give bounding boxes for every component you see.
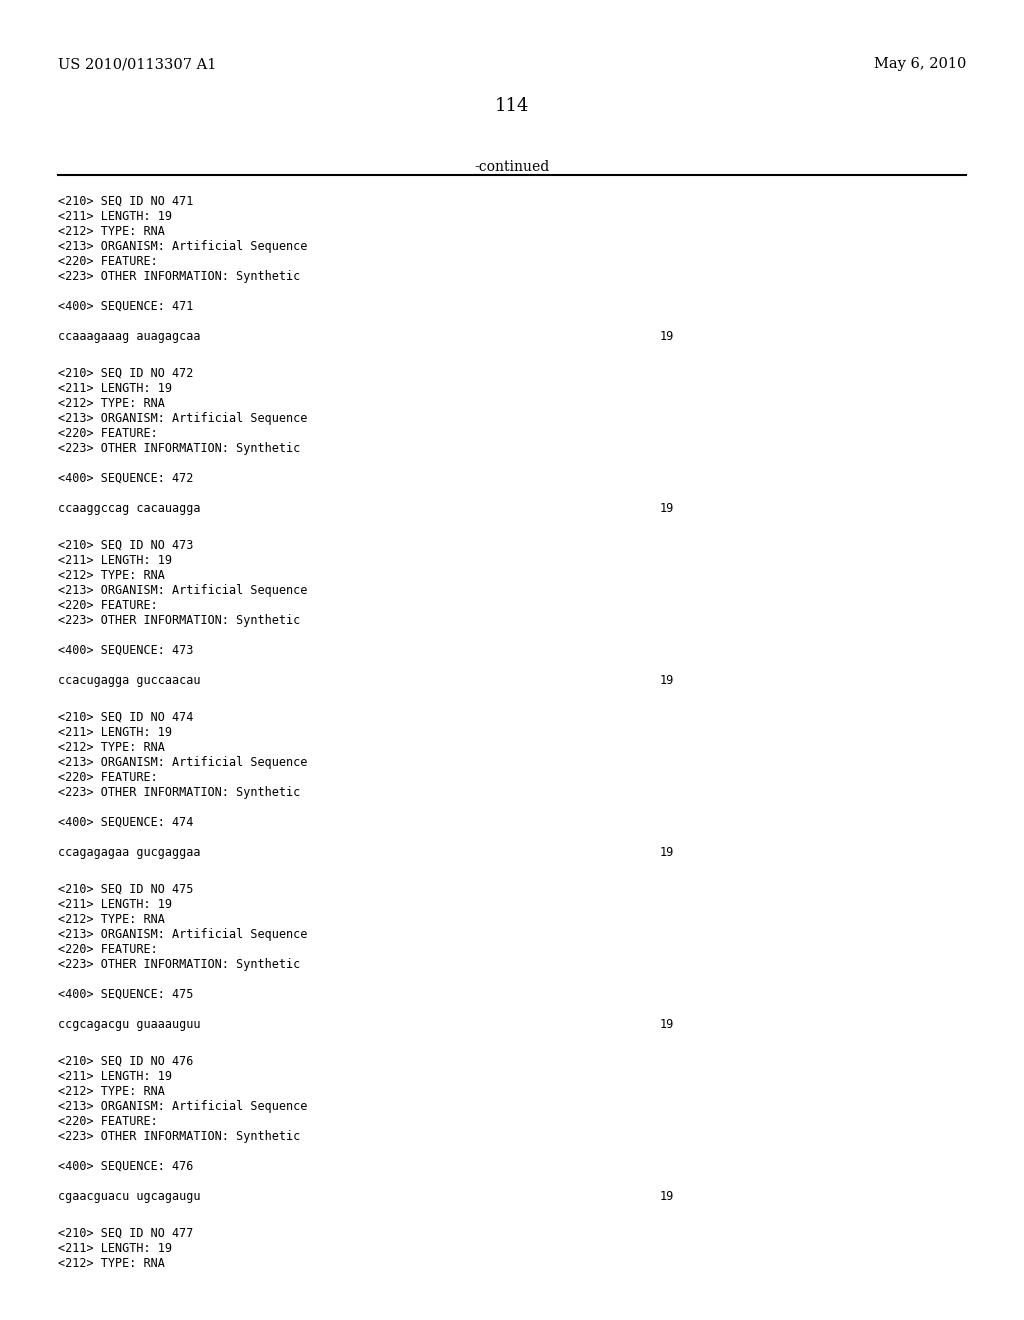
Text: <400> SEQUENCE: 476: <400> SEQUENCE: 476 [58,1160,194,1173]
Text: <211> LENGTH: 19: <211> LENGTH: 19 [58,210,172,223]
Text: <210> SEQ ID NO 472: <210> SEQ ID NO 472 [58,367,194,380]
Text: <213> ORGANISM: Artificial Sequence: <213> ORGANISM: Artificial Sequence [58,412,307,425]
Text: 19: 19 [660,1018,674,1031]
Text: 19: 19 [660,330,674,343]
Text: <223> OTHER INFORMATION: Synthetic: <223> OTHER INFORMATION: Synthetic [58,958,300,972]
Text: <212> TYPE: RNA: <212> TYPE: RNA [58,569,165,582]
Text: <212> TYPE: RNA: <212> TYPE: RNA [58,1257,165,1270]
Text: <211> LENGTH: 19: <211> LENGTH: 19 [58,898,172,911]
Text: ccgcagacgu guaaauguu: ccgcagacgu guaaauguu [58,1018,201,1031]
Text: <223> OTHER INFORMATION: Synthetic: <223> OTHER INFORMATION: Synthetic [58,614,300,627]
Text: <220> FEATURE:: <220> FEATURE: [58,599,158,612]
Text: <213> ORGANISM: Artificial Sequence: <213> ORGANISM: Artificial Sequence [58,756,307,770]
Text: 19: 19 [660,502,674,515]
Text: <400> SEQUENCE: 475: <400> SEQUENCE: 475 [58,987,194,1001]
Text: <223> OTHER INFORMATION: Synthetic: <223> OTHER INFORMATION: Synthetic [58,442,300,455]
Text: ccagagagaa gucgaggaa: ccagagagaa gucgaggaa [58,846,201,859]
Text: <223> OTHER INFORMATION: Synthetic: <223> OTHER INFORMATION: Synthetic [58,785,300,799]
Text: <400> SEQUENCE: 474: <400> SEQUENCE: 474 [58,816,194,829]
Text: <210> SEQ ID NO 475: <210> SEQ ID NO 475 [58,883,194,896]
Text: <212> TYPE: RNA: <212> TYPE: RNA [58,741,165,754]
Text: <220> FEATURE:: <220> FEATURE: [58,255,158,268]
Text: 114: 114 [495,96,529,115]
Text: <212> TYPE: RNA: <212> TYPE: RNA [58,1085,165,1098]
Text: <213> ORGANISM: Artificial Sequence: <213> ORGANISM: Artificial Sequence [58,928,307,941]
Text: <211> LENGTH: 19: <211> LENGTH: 19 [58,381,172,395]
Text: ccaaggccag cacauagga: ccaaggccag cacauagga [58,502,201,515]
Text: <211> LENGTH: 19: <211> LENGTH: 19 [58,726,172,739]
Text: <213> ORGANISM: Artificial Sequence: <213> ORGANISM: Artificial Sequence [58,1100,307,1113]
Text: <211> LENGTH: 19: <211> LENGTH: 19 [58,1071,172,1082]
Text: <210> SEQ ID NO 473: <210> SEQ ID NO 473 [58,539,194,552]
Text: <212> TYPE: RNA: <212> TYPE: RNA [58,397,165,411]
Text: -continued: -continued [474,160,550,174]
Text: ccacugagga guccaacau: ccacugagga guccaacau [58,675,201,686]
Text: <400> SEQUENCE: 472: <400> SEQUENCE: 472 [58,473,194,484]
Text: cgaacguacu ugcagaugu: cgaacguacu ugcagaugu [58,1191,201,1203]
Text: <211> LENGTH: 19: <211> LENGTH: 19 [58,1242,172,1255]
Text: <400> SEQUENCE: 471: <400> SEQUENCE: 471 [58,300,194,313]
Text: <220> FEATURE:: <220> FEATURE: [58,1115,158,1129]
Text: <211> LENGTH: 19: <211> LENGTH: 19 [58,554,172,568]
Text: <220> FEATURE:: <220> FEATURE: [58,771,158,784]
Text: ccaaagaaag auagagcaa: ccaaagaaag auagagcaa [58,330,201,343]
Text: <210> SEQ ID NO 476: <210> SEQ ID NO 476 [58,1055,194,1068]
Text: <223> OTHER INFORMATION: Synthetic: <223> OTHER INFORMATION: Synthetic [58,271,300,282]
Text: <212> TYPE: RNA: <212> TYPE: RNA [58,913,165,927]
Text: <210> SEQ ID NO 471: <210> SEQ ID NO 471 [58,195,194,209]
Text: 19: 19 [660,675,674,686]
Text: 19: 19 [660,1191,674,1203]
Text: <223> OTHER INFORMATION: Synthetic: <223> OTHER INFORMATION: Synthetic [58,1130,300,1143]
Text: US 2010/0113307 A1: US 2010/0113307 A1 [58,57,216,71]
Text: <220> FEATURE:: <220> FEATURE: [58,426,158,440]
Text: <210> SEQ ID NO 474: <210> SEQ ID NO 474 [58,711,194,723]
Text: <212> TYPE: RNA: <212> TYPE: RNA [58,224,165,238]
Text: <213> ORGANISM: Artificial Sequence: <213> ORGANISM: Artificial Sequence [58,240,307,253]
Text: <400> SEQUENCE: 473: <400> SEQUENCE: 473 [58,644,194,657]
Text: <220> FEATURE:: <220> FEATURE: [58,942,158,956]
Text: May 6, 2010: May 6, 2010 [873,57,966,71]
Text: <210> SEQ ID NO 477: <210> SEQ ID NO 477 [58,1228,194,1239]
Text: 19: 19 [660,846,674,859]
Text: <213> ORGANISM: Artificial Sequence: <213> ORGANISM: Artificial Sequence [58,583,307,597]
